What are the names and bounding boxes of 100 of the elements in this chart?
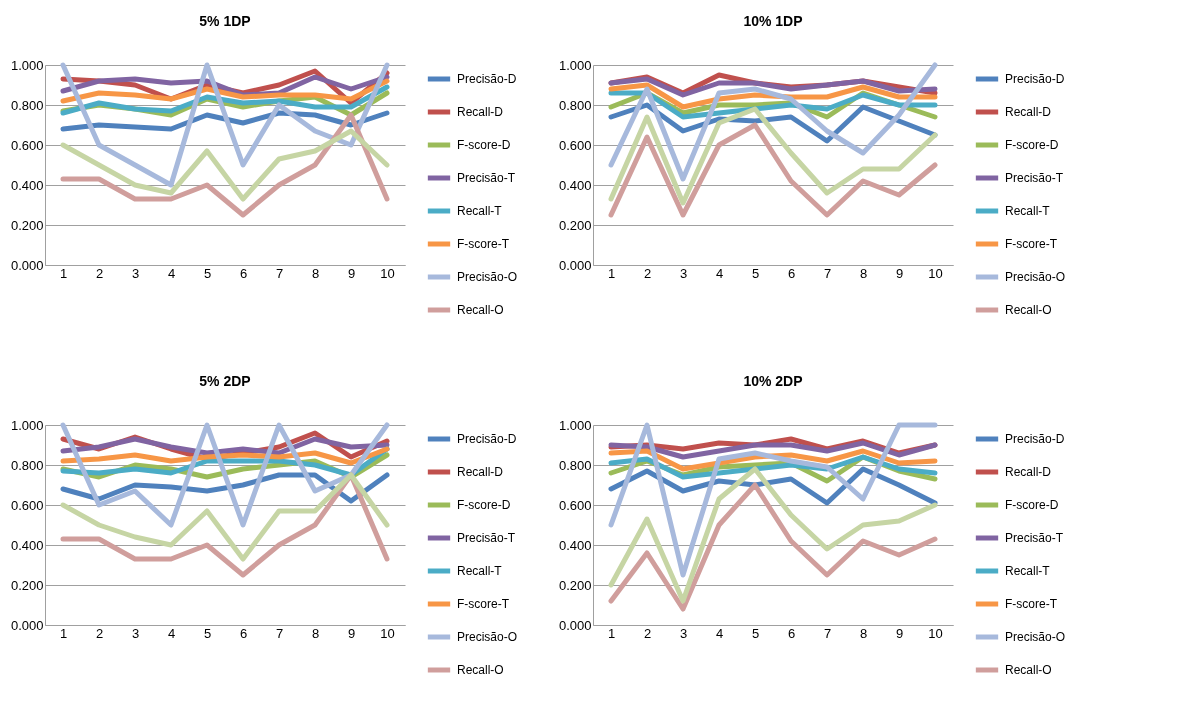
x-tick-label: 8 <box>311 625 320 641</box>
x-tick-label: 1 <box>59 265 68 281</box>
legend-label: Recall-O <box>1005 663 1052 677</box>
x-tick-label: 7 <box>823 265 832 281</box>
x-tick-label: 8 <box>859 265 868 281</box>
x-tick-label: 10 <box>928 625 943 641</box>
legend-label: F-score-T <box>1005 237 1058 251</box>
x-tick-label: 6 <box>787 265 796 281</box>
x-tick-label: 9 <box>895 625 904 641</box>
legend-label: F-score-D <box>1005 498 1059 512</box>
legend-label: Precisão-T <box>1005 171 1064 185</box>
x-tick-label: 7 <box>275 625 284 641</box>
x-tick-label: 6 <box>239 625 248 641</box>
x-tick-label: 5 <box>203 265 212 281</box>
x-tick-label: 2 <box>95 625 104 641</box>
legend-label: Recall-D <box>457 465 504 479</box>
y-tick-label: 0.800 <box>558 457 592 473</box>
y-tick-label: 0.000 <box>10 617 44 633</box>
x-tick-label: 9 <box>895 265 904 281</box>
y-tick-label: 0.000 <box>558 617 592 633</box>
legend-label: Recall-D <box>457 105 504 119</box>
y-tick-label: 0.600 <box>10 137 44 153</box>
legend-label: F-score-T <box>1005 597 1058 611</box>
x-tick-label: 8 <box>311 265 320 281</box>
legend-label: Precisão-O <box>1005 630 1066 644</box>
legend-label: F-score-T <box>457 597 510 611</box>
x-tick-label: 2 <box>643 625 652 641</box>
y-tick-label: 0.200 <box>10 577 44 593</box>
x-tick-label: 7 <box>823 625 832 641</box>
y-tick-label: 0.000 <box>558 257 592 273</box>
y-tick-label: 0.200 <box>558 577 592 593</box>
y-tick-label: 0.600 <box>558 137 592 153</box>
y-tick-label: 1.000 <box>558 417 592 433</box>
x-tick-label: 9 <box>347 625 356 641</box>
x-tick-label: 3 <box>679 265 688 281</box>
x-tick-label: 6 <box>787 625 796 641</box>
y-tick-label: 0.000 <box>10 257 44 273</box>
legend-label: Precisão-D <box>1005 72 1065 86</box>
x-tick-label: 7 <box>275 265 284 281</box>
x-tick-label: 1 <box>607 625 616 641</box>
y-tick-label: 0.600 <box>10 497 44 513</box>
legend-label: Precisão-O <box>1005 270 1066 284</box>
legend-label: Precisão-O <box>457 630 518 644</box>
x-tick-label: 2 <box>95 265 104 281</box>
y-tick-label: 1.000 <box>10 57 44 73</box>
legend-label: F-score-D <box>457 498 511 512</box>
y-tick-label: 0.600 <box>558 497 592 513</box>
x-tick-label: 8 <box>859 625 868 641</box>
x-tick-label: 3 <box>131 625 140 641</box>
y-tick-label: 0.400 <box>10 177 44 193</box>
x-tick-label: 10 <box>380 265 395 281</box>
legend-label: Precisão-D <box>457 72 517 86</box>
x-tick-label: 3 <box>679 625 688 641</box>
x-tick-label: 5 <box>203 625 212 641</box>
x-tick-label: 2 <box>643 265 652 281</box>
chart-title: 10% 1DP <box>743 13 803 29</box>
y-tick-label: 0.800 <box>10 457 44 473</box>
x-tick-label: 6 <box>239 265 248 281</box>
y-tick-label: 1.000 <box>10 417 44 433</box>
y-tick-label: 0.800 <box>558 97 592 113</box>
legend-label: Recall-D <box>1005 105 1052 119</box>
x-tick-label: 9 <box>347 265 356 281</box>
chart-title: 10% 2DP <box>743 373 803 389</box>
legend-label: Precisão-O <box>457 270 518 284</box>
y-tick-label: 1.000 <box>558 57 592 73</box>
y-tick-label: 0.800 <box>10 97 44 113</box>
legend-label: F-score-D <box>457 138 511 152</box>
x-tick-label: 10 <box>928 265 943 281</box>
x-tick-label: 4 <box>167 625 176 641</box>
legend-label: Recall-T <box>457 564 503 578</box>
x-tick-label: 4 <box>715 625 724 641</box>
legend-label: Recall-T <box>1005 204 1051 218</box>
legend-label: F-score-D <box>1005 138 1059 152</box>
legend-label: Recall-O <box>457 663 504 677</box>
y-tick-label: 0.400 <box>558 177 592 193</box>
legend-label: Recall-O <box>457 303 504 317</box>
y-tick-label: 0.400 <box>558 537 592 553</box>
x-tick-label: 5 <box>751 625 760 641</box>
chart-title: 5% 2DP <box>199 373 251 389</box>
legend-label: Recall-O <box>1005 303 1052 317</box>
x-tick-label: 3 <box>131 265 140 281</box>
x-tick-label: 4 <box>167 265 176 281</box>
chart-title: 5% 1DP <box>199 13 251 29</box>
legend-label: Precisão-T <box>457 531 516 545</box>
legend-label: F-score-T <box>457 237 510 251</box>
legend-label: Recall-D <box>1005 465 1052 479</box>
legend-label: Recall-T <box>457 204 503 218</box>
x-tick-label: 1 <box>607 265 616 281</box>
y-tick-label: 0.200 <box>10 217 44 233</box>
legend-label: Precisão-D <box>457 432 517 446</box>
x-tick-label: 10 <box>380 625 395 641</box>
x-tick-label: 4 <box>715 265 724 281</box>
y-tick-label: 0.200 <box>558 217 592 233</box>
legend-label: Precisão-T <box>457 171 516 185</box>
legend-label: Precisão-D <box>1005 432 1065 446</box>
x-tick-label: 1 <box>59 625 68 641</box>
legend-label: Precisão-T <box>1005 531 1064 545</box>
y-tick-label: 0.400 <box>10 537 44 553</box>
x-tick-label: 5 <box>751 265 760 281</box>
legend-label: Recall-T <box>1005 564 1051 578</box>
